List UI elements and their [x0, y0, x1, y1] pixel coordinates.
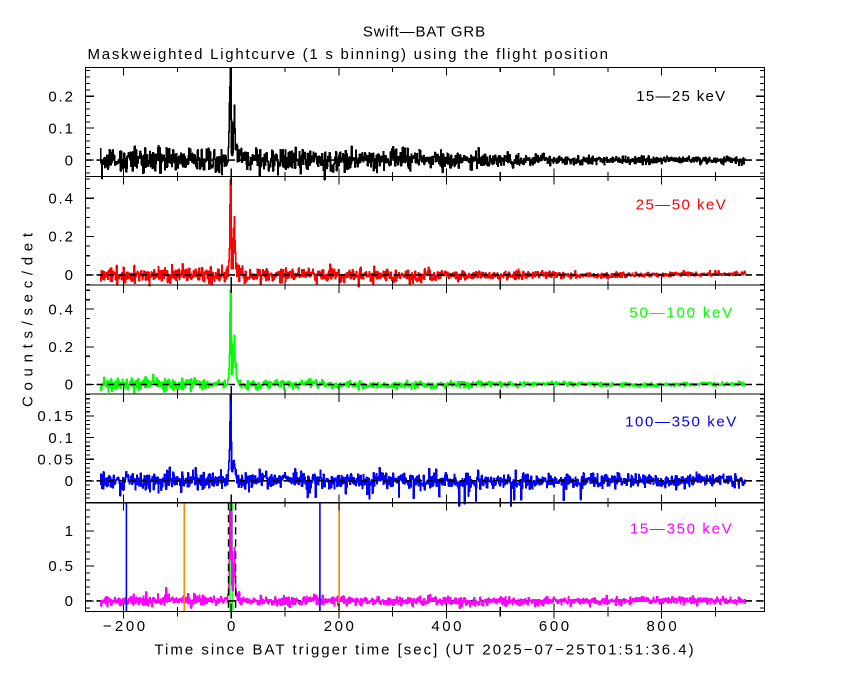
- svg-text:0: 0: [48, 430, 56, 447]
- svg-text:5: 5: [65, 558, 73, 575]
- svg-text:0: 0: [227, 618, 235, 635]
- svg-text:0: 0: [48, 558, 56, 575]
- svg-text:0: 0: [550, 618, 558, 635]
- svg-text:.: .: [59, 558, 63, 575]
- svg-text:100—350 keV: 100—350 keV: [625, 414, 736, 431]
- svg-text:4: 4: [431, 618, 439, 635]
- svg-text:5: 5: [65, 408, 73, 425]
- svg-text:0: 0: [453, 618, 461, 635]
- svg-text:.: .: [48, 451, 52, 468]
- svg-text:2: 2: [65, 229, 73, 246]
- svg-text:0: 0: [668, 618, 676, 635]
- svg-text:0: 0: [48, 339, 56, 356]
- svg-text:0: 0: [48, 88, 56, 105]
- svg-text:Time since BAT trigger time [s: Time since BAT trigger time [sec] (UT 20…: [154, 642, 693, 659]
- svg-text:Maskweighted Lightcurve (1 s b: Maskweighted Lightcurve (1 s binning) us…: [88, 46, 609, 63]
- svg-text:.: .: [48, 408, 52, 425]
- svg-text:0: 0: [48, 229, 56, 246]
- svg-text:0: 0: [346, 618, 354, 635]
- svg-text:0: 0: [65, 593, 73, 610]
- svg-text:50—100 keV: 50—100 keV: [629, 305, 732, 322]
- svg-text:6: 6: [539, 618, 547, 635]
- svg-text:0: 0: [48, 301, 56, 318]
- svg-text:0: 0: [48, 120, 56, 137]
- svg-text:0: 0: [657, 618, 665, 635]
- svg-text:0: 0: [137, 618, 145, 635]
- svg-text:−: −: [103, 618, 112, 635]
- svg-text:1: 1: [65, 523, 73, 540]
- svg-text:1: 1: [54, 408, 62, 425]
- svg-text:15—25 keV: 15—25 keV: [636, 88, 725, 105]
- svg-text:5: 5: [65, 451, 73, 468]
- svg-text:2: 2: [65, 88, 73, 105]
- svg-text:0: 0: [126, 618, 134, 635]
- svg-text:0: 0: [65, 377, 73, 394]
- svg-text:2: 2: [65, 339, 73, 356]
- svg-text:Swift—BAT GRB: Swift—BAT GRB: [363, 23, 485, 40]
- svg-text:8: 8: [647, 618, 655, 635]
- svg-text:0: 0: [335, 618, 343, 635]
- svg-text:0: 0: [37, 451, 45, 468]
- svg-text:.: .: [59, 88, 63, 105]
- svg-text:0: 0: [442, 618, 450, 635]
- svg-text:0: 0: [48, 190, 56, 207]
- svg-text:25—50 keV: 25—50 keV: [636, 196, 726, 213]
- svg-text:.: .: [59, 430, 63, 447]
- svg-text:1: 1: [65, 430, 73, 447]
- svg-text:15—350 keV: 15—350 keV: [630, 521, 732, 538]
- svg-text:0: 0: [561, 618, 569, 635]
- svg-text:0: 0: [37, 408, 45, 425]
- svg-text:4: 4: [65, 301, 73, 318]
- svg-text:1: 1: [65, 120, 73, 137]
- svg-text:.: .: [59, 120, 63, 137]
- svg-text:.: .: [59, 339, 63, 356]
- svg-text:.: .: [59, 229, 63, 246]
- svg-text:.: .: [59, 190, 63, 207]
- svg-text:.: .: [59, 301, 63, 318]
- svg-text:0: 0: [65, 152, 73, 169]
- svg-text:2: 2: [115, 618, 123, 635]
- svg-text:0: 0: [54, 451, 62, 468]
- svg-text:2: 2: [324, 618, 332, 635]
- svg-text:4: 4: [65, 190, 73, 207]
- svg-text:0: 0: [65, 473, 73, 490]
- svg-text:0: 0: [65, 267, 73, 284]
